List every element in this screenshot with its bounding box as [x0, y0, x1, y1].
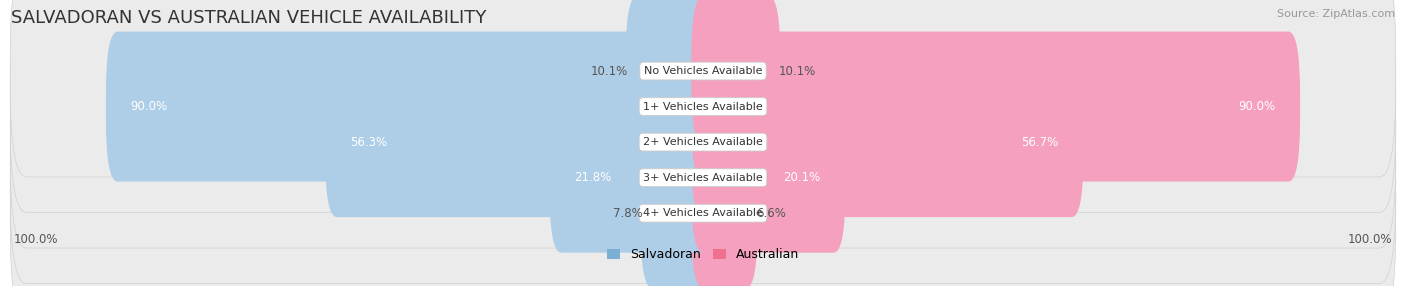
- Text: 56.3%: 56.3%: [350, 136, 387, 149]
- Text: 3+ Vehicles Available: 3+ Vehicles Available: [643, 173, 763, 183]
- Text: 90.0%: 90.0%: [1239, 100, 1275, 113]
- Text: 10.1%: 10.1%: [779, 65, 815, 78]
- Text: SALVADORAN VS AUSTRALIAN VEHICLE AVAILABILITY: SALVADORAN VS AUSTRALIAN VEHICLE AVAILAB…: [11, 9, 486, 27]
- Text: 1+ Vehicles Available: 1+ Vehicles Available: [643, 102, 763, 112]
- FancyBboxPatch shape: [105, 31, 714, 182]
- FancyBboxPatch shape: [692, 0, 780, 146]
- Text: 100.0%: 100.0%: [14, 233, 58, 246]
- Text: 90.0%: 90.0%: [131, 100, 167, 113]
- FancyBboxPatch shape: [550, 103, 714, 253]
- FancyBboxPatch shape: [10, 0, 1396, 177]
- FancyBboxPatch shape: [10, 107, 1396, 286]
- FancyBboxPatch shape: [626, 0, 714, 146]
- FancyBboxPatch shape: [641, 138, 714, 286]
- FancyBboxPatch shape: [10, 36, 1396, 248]
- Text: 4+ Vehicles Available: 4+ Vehicles Available: [643, 208, 763, 218]
- Legend: Salvadoran, Australian: Salvadoran, Australian: [607, 248, 799, 261]
- FancyBboxPatch shape: [692, 103, 845, 253]
- Text: 10.1%: 10.1%: [591, 65, 627, 78]
- Text: 2+ Vehicles Available: 2+ Vehicles Available: [643, 137, 763, 147]
- FancyBboxPatch shape: [325, 67, 714, 217]
- Text: 7.8%: 7.8%: [613, 207, 643, 220]
- FancyBboxPatch shape: [692, 67, 1084, 217]
- FancyBboxPatch shape: [10, 1, 1396, 212]
- Text: 21.8%: 21.8%: [574, 171, 612, 184]
- FancyBboxPatch shape: [692, 31, 1301, 182]
- Text: Source: ZipAtlas.com: Source: ZipAtlas.com: [1277, 9, 1395, 19]
- Text: 6.6%: 6.6%: [755, 207, 786, 220]
- Text: No Vehicles Available: No Vehicles Available: [644, 66, 762, 76]
- Text: 100.0%: 100.0%: [1348, 233, 1392, 246]
- Text: 20.1%: 20.1%: [783, 171, 821, 184]
- Text: 56.7%: 56.7%: [1022, 136, 1059, 149]
- FancyBboxPatch shape: [10, 72, 1396, 283]
- FancyBboxPatch shape: [692, 138, 758, 286]
